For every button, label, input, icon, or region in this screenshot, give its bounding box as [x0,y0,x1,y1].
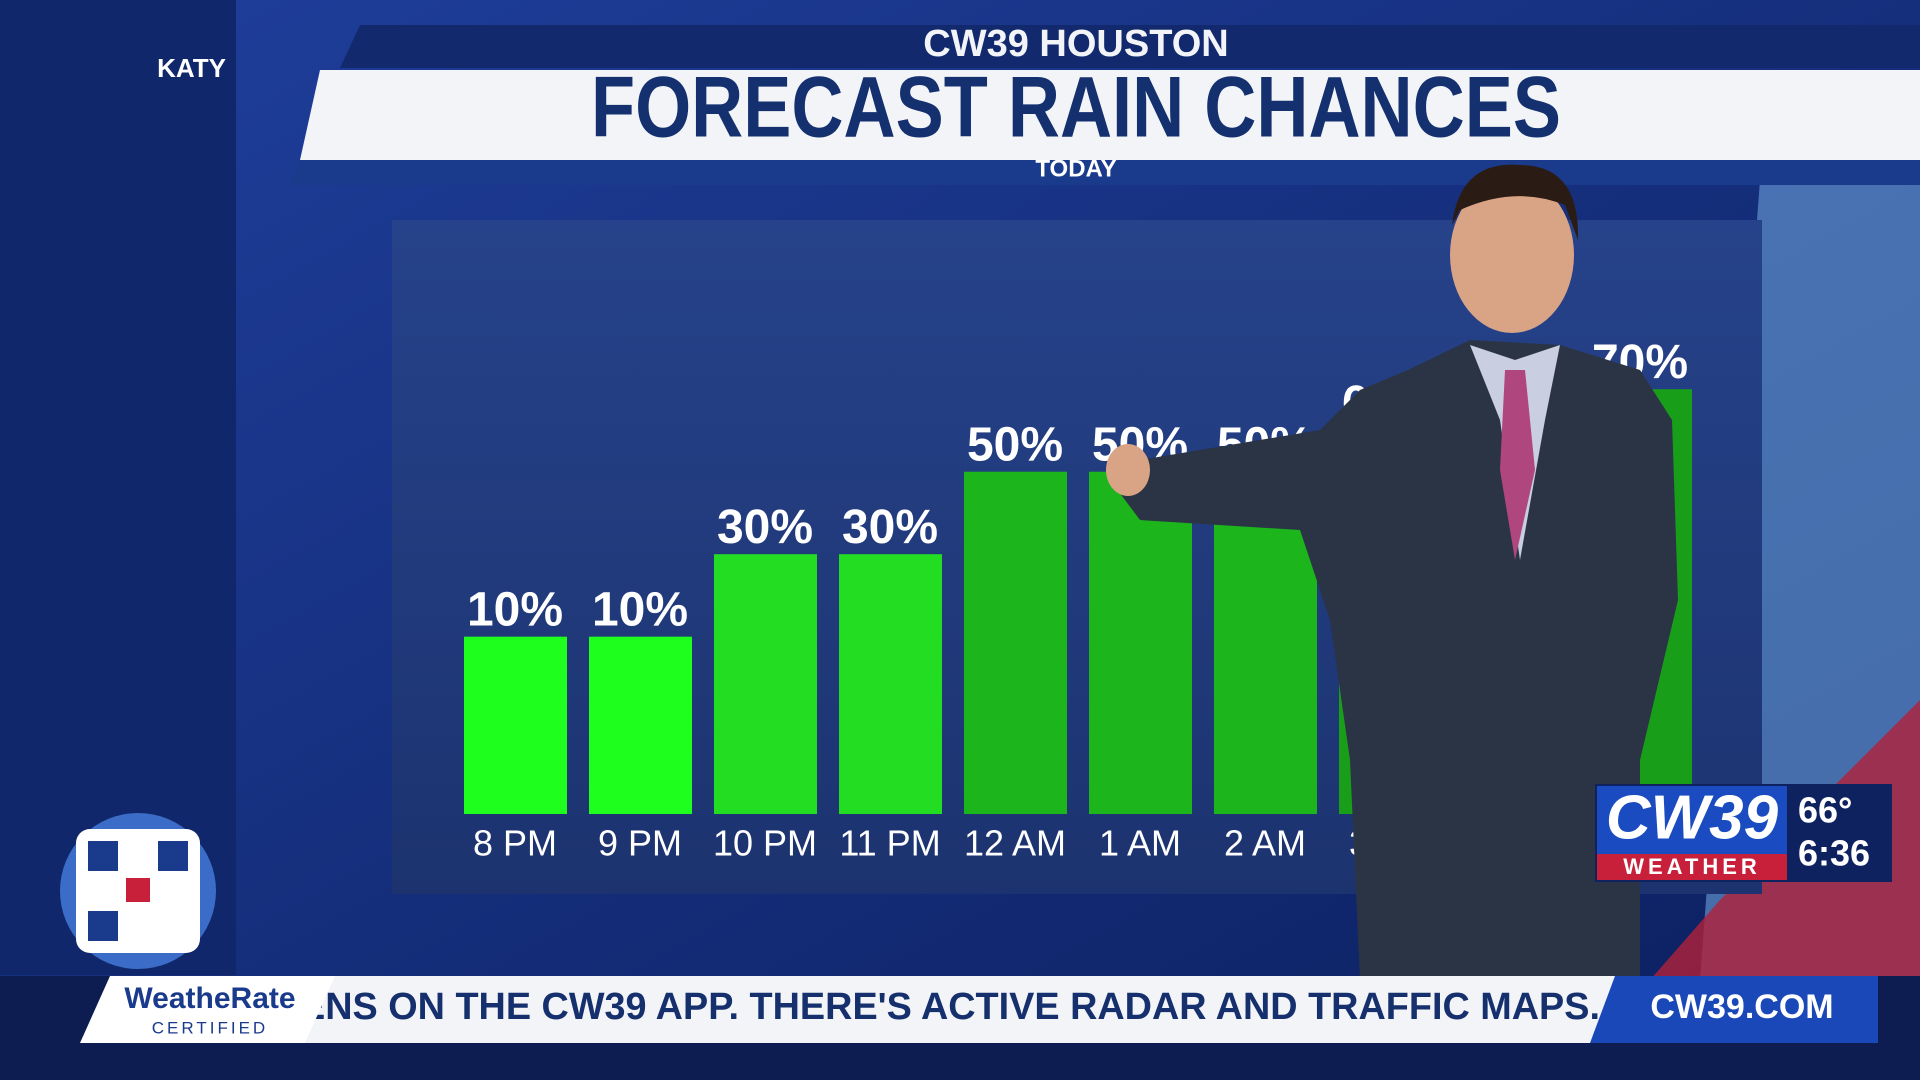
ticker-site-box [1590,976,1878,1043]
bar [964,471,1067,814]
bar [589,636,692,814]
x-tick-label: 1 AM [1099,823,1181,864]
header-strip [340,25,1920,68]
title: FORECAST RAIN CHANCES [591,60,1561,156]
bug-logo-box [1597,786,1787,854]
x-tick-label: 11 PM [839,823,940,864]
subtitle: TODAY [1035,155,1116,182]
header-bar [300,70,1920,160]
value-label: 30% [842,501,938,554]
value-label: 10% [592,583,688,636]
bug-label: WEATHER [1623,854,1761,879]
bug-label-box [1597,854,1787,880]
sidebar [0,0,236,975]
value-label: 30% [717,501,813,554]
value-label: 50% [967,418,1063,471]
ticker-badge [80,976,335,1043]
value-label: 10% [467,583,563,636]
location: KATY [157,53,226,83]
x-tick-label: 8 PM [473,823,557,864]
station: CW39 HOUSTON [923,23,1228,65]
ticker-site: CW39.COM [1650,988,1833,1026]
bug-logo: CW39 [1606,783,1779,852]
x-tick-label: 2 AM [1224,823,1306,864]
ticker-text: ENS ON THE CW39 APP. THERE'S ACTIVE RADA… [300,986,1600,1028]
x-tick-label: 9 PM [598,823,682,864]
x-tick-label: 10 PM [713,823,817,864]
bug-temp: 66° [1798,790,1852,831]
bar [714,554,817,814]
qr-code [60,813,216,969]
badge-sub: CERTIFIED [152,1018,268,1037]
bug-time: 6:36 [1798,833,1870,874]
presenter [1106,164,1678,980]
ticker-bar [290,976,1630,1043]
bar [839,554,942,814]
bar [1089,471,1192,814]
bar [464,636,567,814]
x-tick-label: 12 AM [964,823,1066,864]
badge-title: WeatheRate [124,982,295,1015]
